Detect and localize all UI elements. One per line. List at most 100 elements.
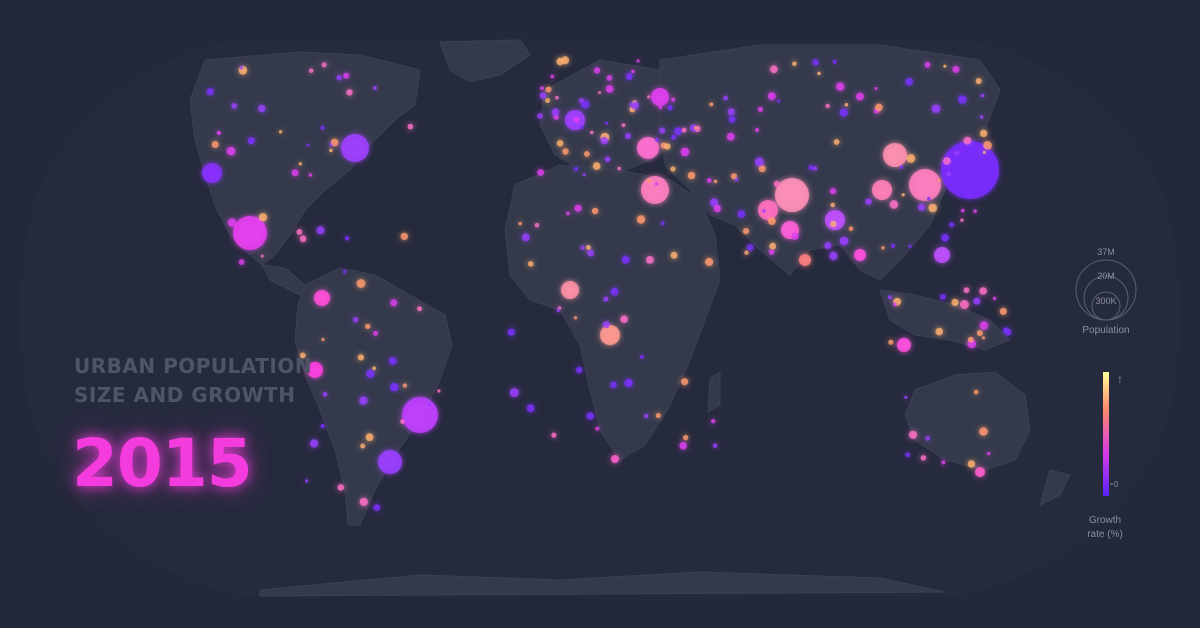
city-marker	[799, 254, 811, 266]
city-marker	[620, 315, 628, 324]
city-marker	[808, 165, 814, 171]
city-marker	[992, 296, 997, 301]
city-marker	[980, 129, 988, 138]
city-marker	[545, 98, 551, 103]
city-marker	[875, 103, 883, 112]
city-marker	[976, 330, 983, 337]
city-marker	[832, 59, 837, 64]
city-marker	[768, 249, 775, 255]
city-marker	[836, 82, 845, 91]
city-marker	[817, 71, 821, 76]
city-marker	[905, 452, 911, 458]
city-marker	[773, 180, 781, 187]
city-marker	[617, 166, 621, 171]
city-marker	[711, 419, 716, 424]
city-marker	[973, 389, 979, 395]
city-marker	[713, 179, 718, 184]
city-marker	[556, 57, 564, 66]
city-marker	[390, 299, 398, 307]
city-marker	[299, 352, 306, 359]
city-marker	[373, 86, 377, 90]
city-marker	[562, 148, 569, 155]
city-marker	[674, 127, 682, 136]
city-marker	[848, 226, 854, 231]
city-marker	[730, 173, 738, 180]
city-marker	[402, 397, 438, 433]
city-marker	[353, 317, 359, 323]
city-marker	[792, 61, 797, 66]
city-marker	[908, 430, 918, 439]
city-marker	[537, 113, 543, 119]
city-marker	[600, 136, 609, 145]
city-marker	[762, 209, 766, 213]
city-marker	[320, 423, 325, 429]
city-marker	[366, 369, 375, 378]
city-marker	[337, 484, 345, 491]
city-marker	[967, 460, 976, 468]
city-marker	[576, 366, 583, 374]
city-marker	[298, 162, 302, 166]
city-marker	[528, 261, 534, 267]
city-marker	[694, 126, 698, 130]
city-marker	[573, 166, 579, 172]
city-marker	[308, 173, 313, 177]
city-marker	[389, 357, 397, 365]
city-marker	[253, 238, 260, 245]
city-marker	[651, 88, 669, 106]
city-marker	[897, 338, 911, 352]
city-marker	[777, 99, 781, 103]
size-legend-circle-small	[1091, 291, 1121, 321]
city-marker	[979, 321, 989, 330]
city-marker	[887, 295, 892, 300]
city-marker	[584, 151, 590, 157]
city-marker	[952, 179, 957, 184]
city-marker	[670, 251, 678, 259]
city-marker	[943, 157, 951, 165]
city-marker	[365, 323, 371, 330]
city-marker	[231, 103, 238, 109]
city-marker	[573, 316, 578, 320]
city-marker	[770, 65, 778, 74]
city-marker	[400, 419, 405, 424]
city-marker	[356, 279, 366, 288]
city-marker	[321, 337, 325, 342]
city-marker	[247, 137, 255, 145]
city-marker	[644, 413, 649, 419]
city-marker	[705, 257, 714, 267]
city-marker	[829, 251, 838, 261]
city-marker	[941, 141, 999, 199]
city-marker	[960, 300, 969, 309]
city-marker	[893, 302, 897, 307]
city-marker	[550, 74, 555, 79]
city-marker	[400, 232, 408, 241]
city-marker	[291, 169, 299, 177]
city-marker	[216, 130, 221, 136]
africa-landmass	[504, 164, 721, 461]
city-marker	[658, 105, 663, 110]
city-marker	[963, 287, 970, 294]
asia-landmass	[659, 44, 1001, 281]
city-marker	[954, 150, 960, 156]
city-marker	[321, 62, 327, 68]
city-marker	[624, 378, 633, 388]
city-marker	[934, 247, 950, 263]
city-marker	[664, 143, 671, 150]
city-marker	[314, 290, 330, 306]
city-marker	[825, 210, 845, 230]
city-marker	[604, 121, 609, 125]
city-marker	[946, 171, 952, 177]
city-marker	[881, 246, 885, 250]
city-marker	[537, 169, 544, 176]
city-marker	[999, 307, 1007, 315]
city-marker	[580, 245, 585, 250]
city-marker	[754, 127, 760, 133]
city-markers	[202, 56, 1012, 511]
city-marker	[671, 97, 676, 102]
city-marker	[206, 88, 214, 96]
growth-arrow-icon: ↑	[1117, 372, 1123, 386]
city-marker	[509, 388, 519, 398]
city-marker	[747, 244, 754, 251]
city-marker	[975, 467, 985, 477]
city-marker	[600, 325, 620, 345]
city-marker	[769, 242, 777, 250]
